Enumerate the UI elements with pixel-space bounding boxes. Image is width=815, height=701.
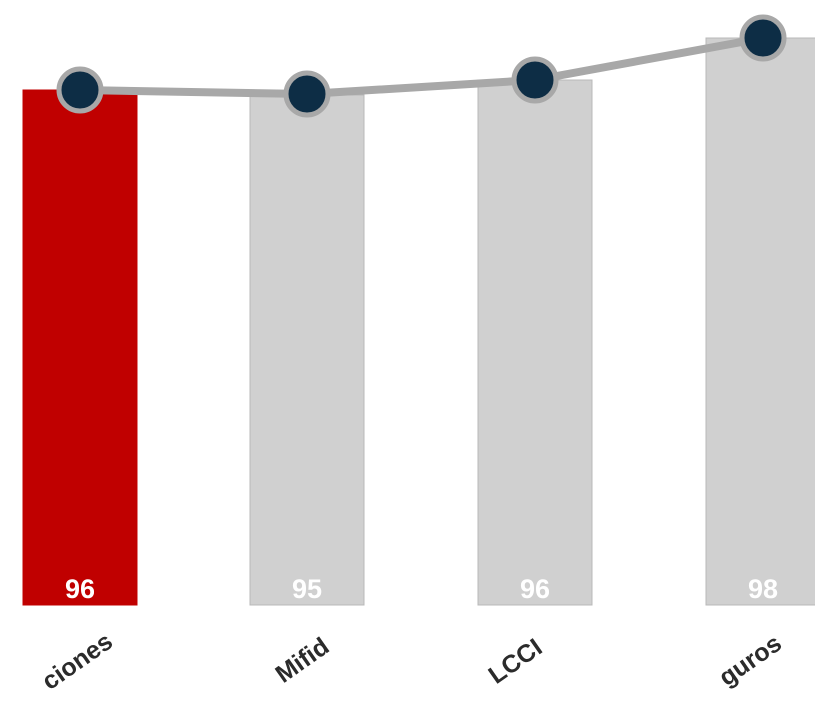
bar-value-label: 96 — [65, 574, 95, 604]
bar-value-label: 96 — [520, 574, 550, 604]
bar-guros — [705, 37, 815, 606]
markers-layer — [56, 14, 787, 118]
bar-lcci — [477, 79, 593, 606]
trend-line-layer — [79, 34, 764, 98]
line-marker — [56, 66, 104, 114]
category-labels: ciones Mifid LCCI guros — [37, 627, 787, 695]
bar-ciones — [22, 89, 138, 606]
line-marker — [739, 14, 787, 62]
line-marker — [283, 70, 331, 118]
bar-value-labels: 96 95 96 98 — [65, 574, 778, 604]
category-label: ciones — [37, 627, 118, 695]
category-label: Mifid — [270, 632, 334, 688]
bar-value-label: 98 — [748, 574, 778, 604]
bar-value-label: 95 — [292, 574, 322, 604]
bars-layer — [22, 37, 815, 606]
trend-line — [79, 34, 764, 98]
category-label: guros — [714, 629, 787, 692]
category-label: LCCI — [483, 633, 547, 689]
bar-mifid — [249, 94, 365, 606]
line-marker — [511, 56, 559, 104]
